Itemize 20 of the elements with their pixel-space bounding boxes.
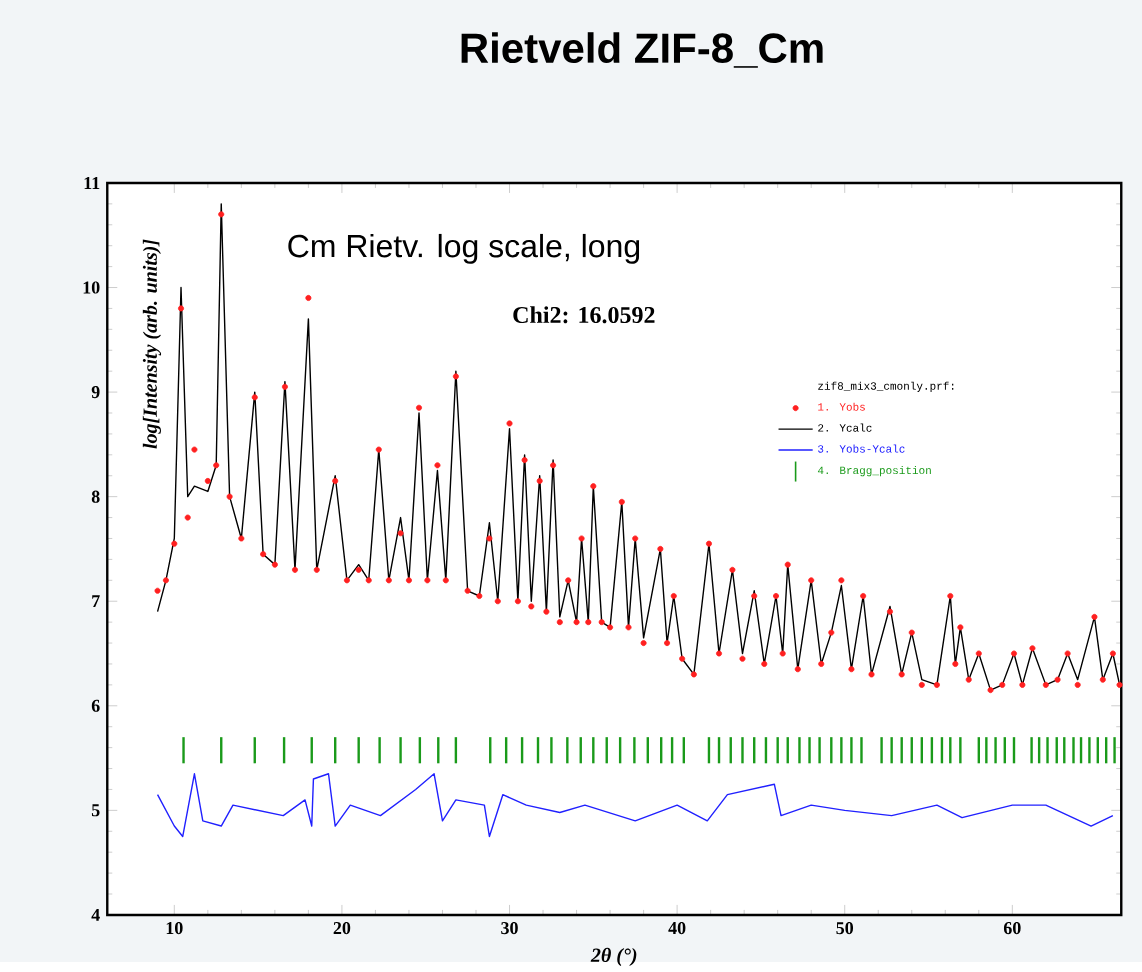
y-tick-label: 7 — [92, 594, 100, 607]
y-tick-label: 6 — [91, 699, 100, 712]
x-tick-label: 60 — [1003, 921, 1021, 934]
y-tick-label: 9 — [91, 385, 100, 398]
annotation: Chi2: 16.0592 — [513, 305, 655, 323]
x-axis-title: 2θ (°) — [590, 947, 637, 966]
x-tick-label: 20 — [333, 921, 351, 934]
x-tick-label: 10 — [166, 921, 183, 934]
x-tick-label: 30 — [501, 921, 518, 934]
y-tick-label: 4 — [91, 908, 100, 921]
x-tick-label: 50 — [836, 921, 854, 934]
x-tick-label: 40 — [668, 921, 686, 934]
line-series — [156, 772, 1114, 837]
y-axis-title: log[Intensity (arb. units)] — [142, 239, 162, 449]
y-tick-label: 5 — [91, 804, 100, 816]
y-tick-label: 8 — [91, 490, 100, 503]
y-tick-label: 10 — [83, 281, 100, 294]
y-tick-label: 11 — [84, 176, 100, 189]
chart-title: Rietveld ZIF-8_Cm — [461, 31, 823, 68]
annotation: Cm Rietv. log scale, long — [288, 233, 640, 264]
